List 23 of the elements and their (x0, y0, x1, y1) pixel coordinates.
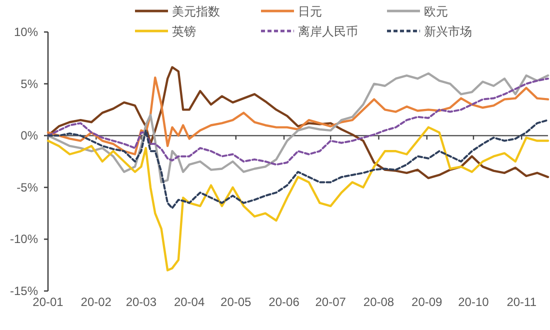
x-tick-label: 20-03 (126, 295, 157, 309)
legend-label: 欧元 (424, 4, 448, 18)
x-tick-label: 20-06 (268, 295, 300, 309)
x-tick-label: 20-01 (32, 295, 64, 309)
x-tick-label: 20-11 (506, 295, 537, 309)
y-tick-label: 0% (20, 128, 38, 143)
legend-label: 离岸人民币 (298, 24, 358, 38)
legend-label: 英镑 (172, 24, 196, 38)
x-tick-label: 20-05 (220, 295, 252, 309)
y-tick-label: -15% (10, 284, 38, 298)
y-tick-label: 5% (20, 76, 38, 91)
x-tick-label: 20-07 (315, 295, 346, 309)
x-tick-label: 20-04 (174, 295, 205, 309)
x-tick-label: 20-10 (458, 295, 490, 309)
y-tick-label: -10% (10, 232, 38, 246)
legend-label: 美元指数 (172, 4, 220, 18)
x-tick-label: 20-09 (412, 295, 443, 309)
legend-label: 日元 (298, 4, 322, 18)
legend-label: 新兴市场 (424, 24, 472, 38)
y-tick-label: 10% (14, 25, 38, 39)
x-tick-label: 20-02 (80, 295, 112, 309)
x-tick-label: 20-08 (363, 295, 394, 309)
y-tick-label: -5% (16, 180, 38, 194)
